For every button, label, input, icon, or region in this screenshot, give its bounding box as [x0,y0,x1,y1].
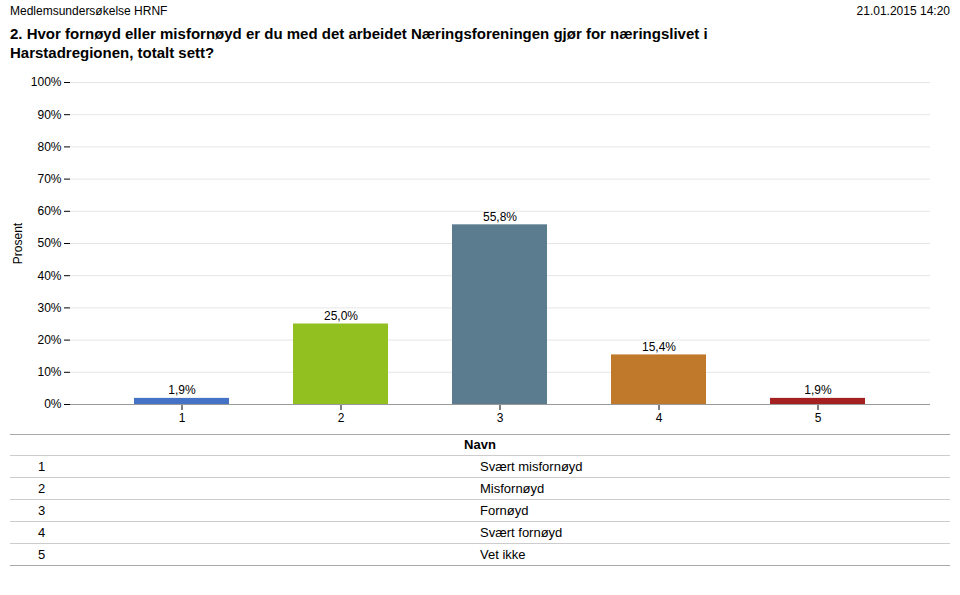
html-text:21.01.2015 14:20: 21.01.2015 14:20 [856,4,950,18]
svg-text:0%: 0% [44,397,62,411]
html-text:1: 1 [38,459,46,474]
html-text:Misfornøyd: Misfornøyd [480,481,545,496]
html-text:4: 4 [38,525,46,540]
svg-text:40%: 40% [37,269,61,283]
svg-text:30%: 30% [37,301,61,315]
svg-text:Prosent: Prosent [11,222,25,264]
svg-text:90%: 90% [37,108,61,122]
svg-text:5: 5 [815,411,822,425]
svg-text:50%: 50% [37,236,61,250]
svg-text:55,8%: 55,8% [483,210,517,224]
svg-text:70%: 70% [37,172,61,186]
svg-text:1,9%: 1,9% [168,383,196,397]
svg-text:15,4%: 15,4% [642,340,676,354]
svg-text:2: 2 [338,411,345,425]
svg-text:80%: 80% [37,140,61,154]
html-text:2. Hvor fornøyd eller misfornø: 2. Hvor fornøyd eller misfornøyd er du m… [10,25,708,42]
html-text:Harstadregionen, totalt sett?: Harstadregionen, totalt sett? [10,44,215,61]
svg-text:20%: 20% [37,333,61,347]
svg-text:10%: 10% [37,365,61,379]
html-text:Medlemsundersøkelse HRNF: Medlemsundersøkelse HRNF [10,4,168,18]
html-text:Vet ikke: Vet ikke [480,547,526,562]
svg-text:3: 3 [497,411,504,425]
svg-text:60%: 60% [37,204,61,218]
html-text:Svært fornøyd: Svært fornøyd [480,525,563,540]
html-text:5: 5 [38,547,46,562]
svg-text:25,0%: 25,0% [324,309,358,323]
svg-text:4: 4 [656,411,663,425]
svg-text:100%: 100% [31,75,62,89]
html-text:3: 3 [38,503,46,518]
html-text:2: 2 [38,481,46,496]
html-text:Svært misfornøyd: Svært misfornøyd [480,459,583,474]
svg-text:1,9%: 1,9% [804,383,832,397]
html-text:Navn: Navn [464,437,496,452]
svg-text:1: 1 [179,411,186,425]
html-text:Fornøyd: Fornøyd [480,503,529,518]
